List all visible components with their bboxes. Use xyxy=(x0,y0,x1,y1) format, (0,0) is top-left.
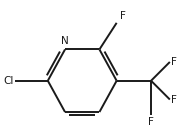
Text: F: F xyxy=(120,11,126,21)
Text: Cl: Cl xyxy=(3,76,13,86)
Text: F: F xyxy=(171,95,177,104)
Text: F: F xyxy=(171,57,177,67)
Text: N: N xyxy=(61,36,69,46)
Text: F: F xyxy=(148,117,154,127)
